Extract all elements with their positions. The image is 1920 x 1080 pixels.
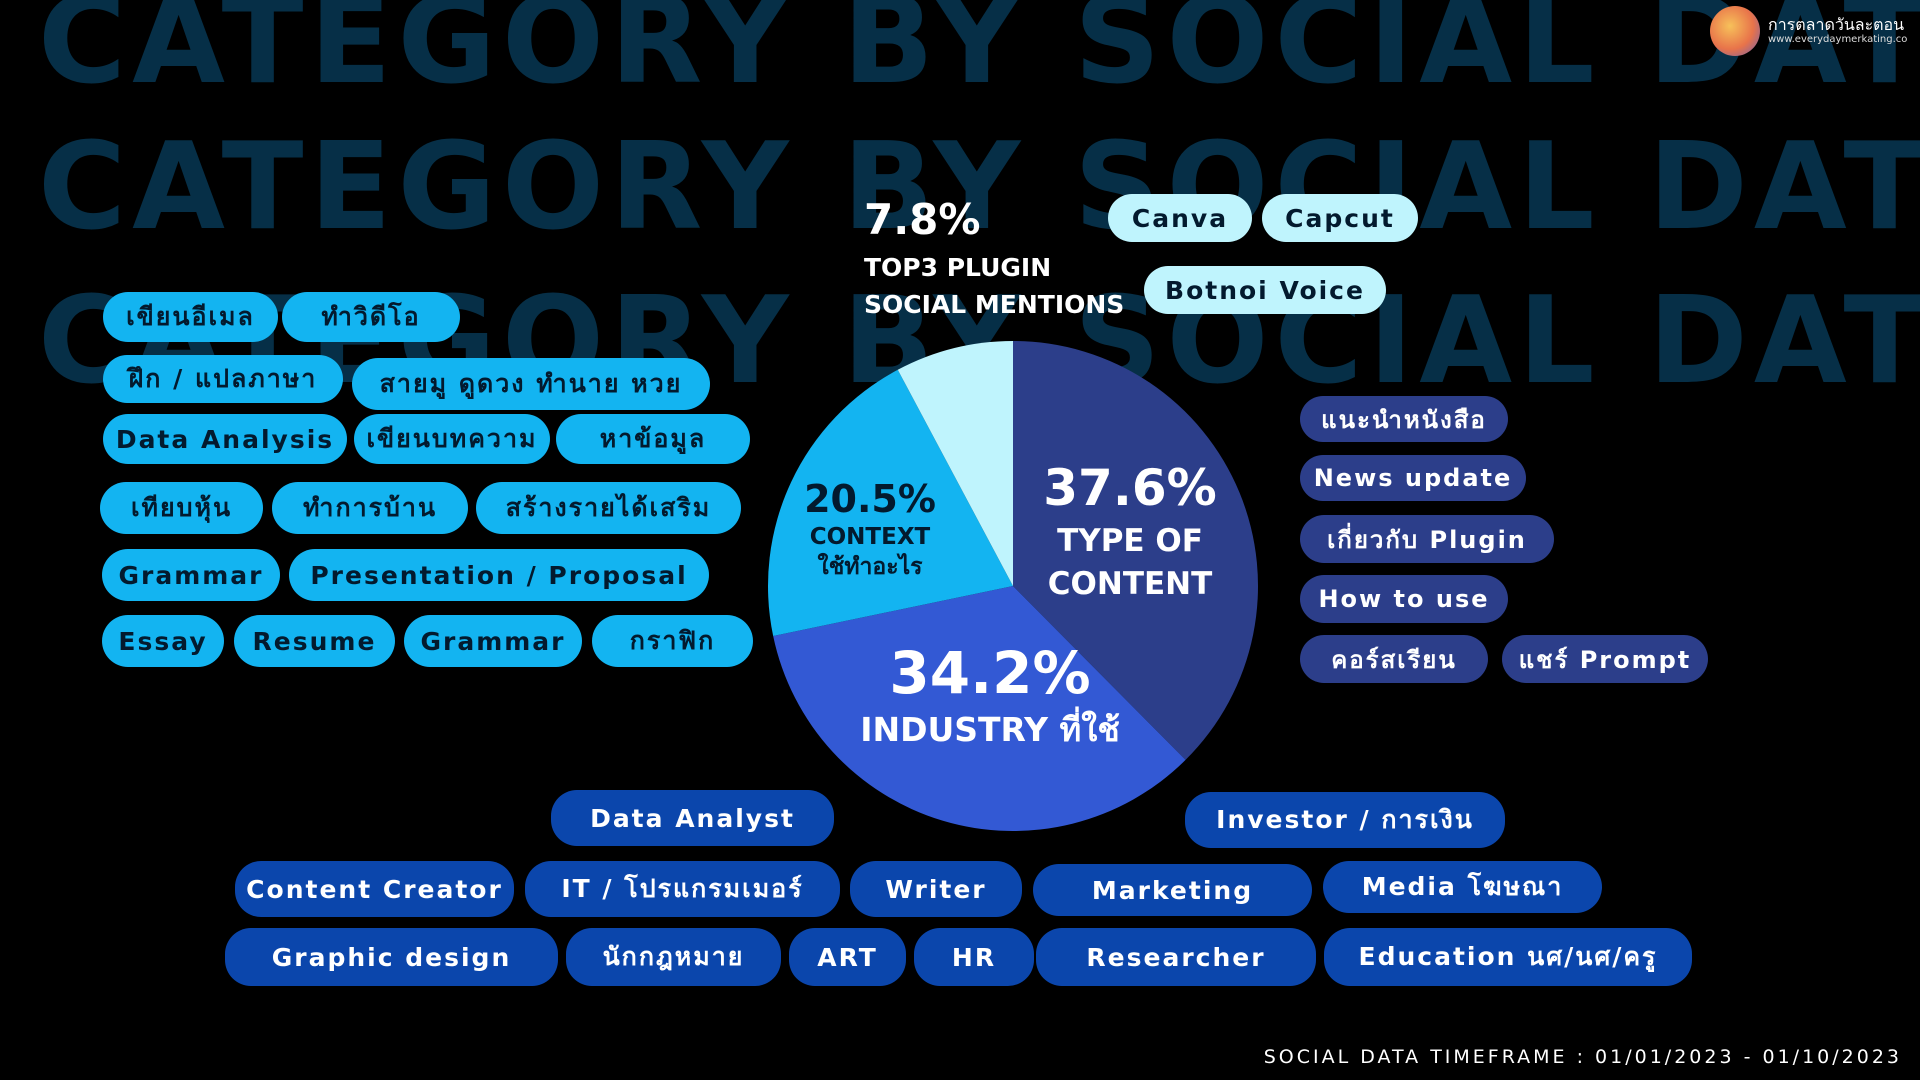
content-tag: คอร์สเรียน: [1300, 635, 1488, 683]
industry-tag: Education นศ/นศ/ครู: [1324, 928, 1692, 986]
plugin-tag: Canva: [1108, 194, 1252, 242]
context-tag: ฝึก / แปลภาษา: [103, 355, 343, 403]
type-name-line1: TYPE OF: [1057, 522, 1203, 559]
industry-tag: Writer: [850, 861, 1022, 917]
context-name-line1: CONTEXT: [809, 523, 931, 550]
plugin-percent: 7.8%: [864, 195, 981, 244]
content-tag: How to use: [1300, 575, 1508, 623]
background-text-2: CATEGORY BY SOCIAL DATA: [38, 118, 1920, 257]
industry-label-group: 34.2% INDUSTRY ที่ใช้: [830, 640, 1150, 749]
plugin-name-line2: SOCIAL MENTIONS: [864, 290, 1125, 320]
industry-tag: Graphic design: [225, 928, 558, 986]
context-tag: ทำวิดีโอ: [282, 292, 460, 342]
context-tag: เขียนบทความ: [354, 414, 550, 464]
context-tag: หาข้อมูล: [556, 414, 750, 464]
industry-tag: Researcher: [1036, 928, 1316, 986]
plugin-label-group: 7.8% TOP3 PLUGIN SOCIAL MENTIONS: [864, 195, 1125, 320]
industry-tag: Investor / การเงิน: [1185, 792, 1505, 848]
industry-tag: นักกฎหมาย: [566, 928, 781, 986]
content-tag: แชร์ Prompt: [1502, 635, 1708, 683]
plugin-tag: Botnoi Voice: [1144, 266, 1386, 314]
context-name-line2: ใช้ทำอะไร: [817, 554, 923, 581]
timeframe-footer: SOCIAL DATA TIMEFRAME : 01/01/2023 - 01/…: [1263, 1046, 1902, 1068]
industry-tag: Marketing: [1033, 864, 1312, 916]
context-tag: เทียบหุ้น: [100, 482, 263, 534]
logo-url: www.everydaymerkating.co: [1768, 34, 1908, 46]
industry-tag: IT / โปรแกรมเมอร์: [525, 861, 840, 917]
context-tag: Resume: [234, 615, 395, 667]
content-tag: เกี่ยวกับ Plugin: [1300, 515, 1554, 563]
type-name-line2: CONTENT: [1047, 566, 1213, 603]
context-tag: Grammar: [102, 549, 280, 601]
context-percent: 20.5%: [804, 477, 936, 521]
context-tag: Essay: [102, 615, 224, 667]
plugin-name-line1: TOP3 PLUGIN: [864, 253, 1052, 283]
context-tag: Presentation / Proposal: [289, 549, 709, 601]
context-label-group: 20.5% CONTEXT ใช้ทำอะไร: [795, 477, 945, 581]
context-tag: Grammar: [404, 615, 582, 667]
industry-tag: ART: [789, 928, 906, 986]
context-tag: เขียนอีเมล: [103, 292, 278, 342]
context-tag: ทำการบ้าน: [272, 482, 468, 534]
context-tag: Data Analysis: [103, 414, 347, 464]
logo-icon: [1710, 6, 1760, 56]
context-tag: สร้างรายได้เสริม: [476, 482, 741, 534]
industry-name: INDUSTRY ที่ใช้: [860, 709, 1120, 749]
industry-tag: Data Analyst: [551, 790, 834, 846]
content-tag: News update: [1300, 455, 1526, 501]
context-tag: สายมู ดูดวง ทำนาย หวย: [352, 358, 710, 410]
type-label-group: 37.6% TYPE OF CONTENT: [1030, 459, 1230, 603]
industry-tag: HR: [914, 928, 1034, 986]
industry-percent: 34.2%: [889, 639, 1091, 707]
content-tag: แนะนำหนังสือ: [1300, 396, 1508, 442]
type-percent: 37.6%: [1043, 459, 1217, 517]
industry-tag: Content Creator: [235, 861, 514, 917]
plugin-tag: Capcut: [1262, 194, 1418, 242]
context-tag: กราฟิก: [592, 615, 753, 667]
brand-logo: การตลาดวันละตอน www.everydaymerkating.co: [1710, 6, 1907, 56]
logo-name: การตลาดวันละตอน: [1768, 15, 1905, 35]
industry-tag: Media โฆษณา: [1323, 861, 1602, 913]
background-text-1: CATEGORY BY SOCIAL DATA: [38, 0, 1920, 111]
